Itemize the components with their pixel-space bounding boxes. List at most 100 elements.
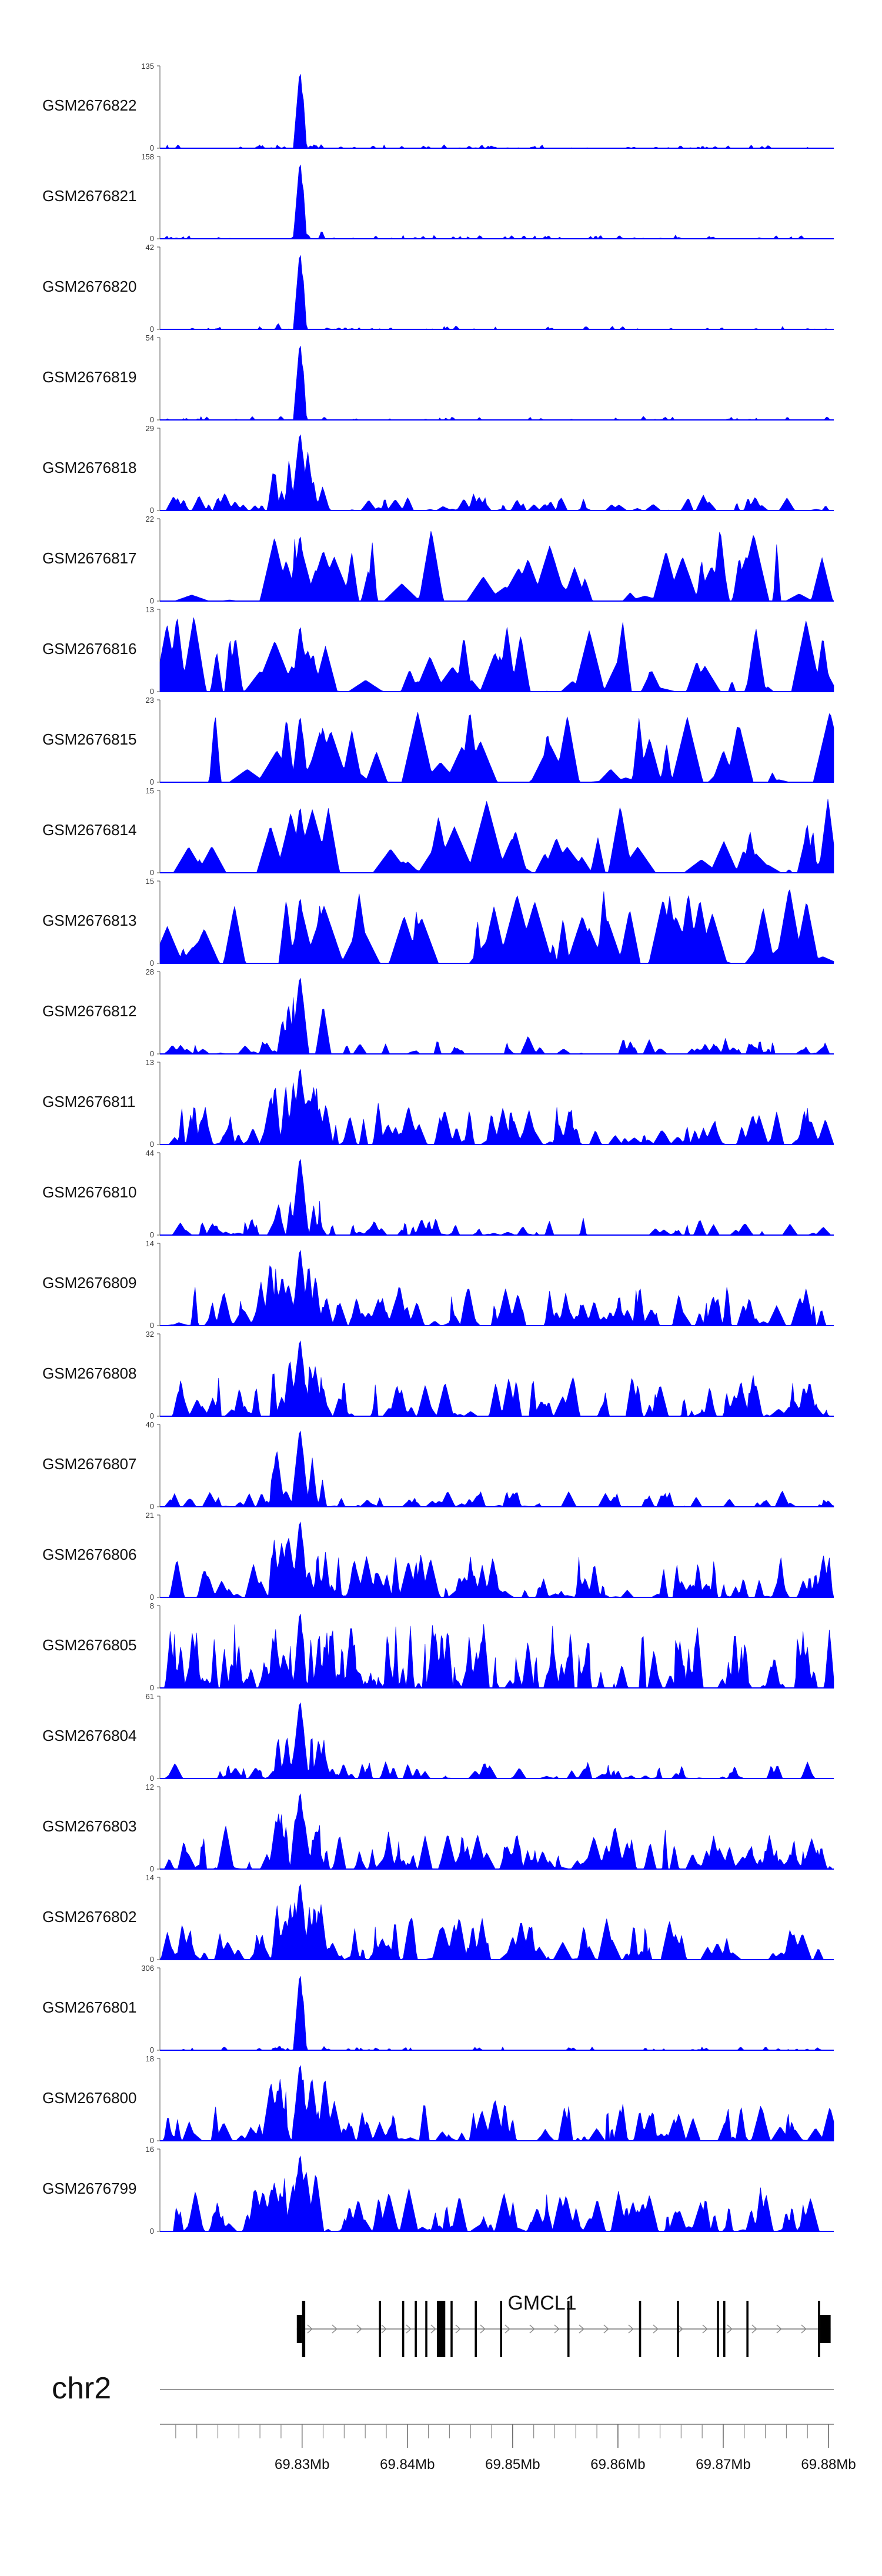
track-signal (160, 434, 834, 511)
gene-exon (717, 2301, 719, 2357)
gene-exon (450, 2301, 453, 2357)
axis-tick-label: 69.84Mb (380, 2457, 435, 2472)
track-GSM2676803: GSM2676803 12 0 (42, 1783, 834, 1873)
track-GSM2676806: GSM2676806 21 0 (42, 1511, 834, 1601)
track-ymax-label: 32 (146, 1330, 154, 1339)
track-ymax-label: 21 (146, 1511, 154, 1520)
gene-exon (415, 2301, 417, 2357)
track-GSM2676808: GSM2676808 32 0 (42, 1330, 834, 1420)
track-ymin-label: 0 (150, 2227, 154, 2235)
track-label: GSM2676810 (42, 1183, 136, 1201)
track-ymin-label: 0 (150, 2136, 154, 2145)
track-ymax-label: 40 (146, 1420, 154, 1429)
strand-arrow-icon (579, 2324, 584, 2334)
track-ymax-label: 135 (141, 62, 154, 71)
track-label: GSM2676815 (42, 730, 136, 748)
axis-tick-label: 69.85Mb (485, 2457, 540, 2472)
track-ymax-label: 61 (146, 1692, 154, 1701)
track-ymin-label: 0 (150, 325, 154, 333)
strand-arrow-icon (776, 2324, 782, 2334)
track-ymin-label: 0 (150, 1412, 154, 1420)
axis-tick-label: 69.88Mb (801, 2457, 856, 2472)
track-ymax-label: 16 (146, 2145, 154, 2154)
chromosome-label: chr2 (52, 2371, 111, 2405)
axis-tick-label: 69.87Mb (696, 2457, 750, 2472)
track-signal (159, 617, 834, 692)
track-signal (160, 1340, 834, 1417)
track-label: GSM2676809 (42, 1274, 136, 1292)
gene-exon (820, 2315, 831, 2343)
track-label: GSM2676818 (42, 459, 136, 476)
track-ymax-label: 54 (146, 333, 154, 342)
track-label: GSM2676822 (42, 96, 136, 114)
track-label: GSM2676802 (42, 1908, 136, 1926)
track-ymin-label: 0 (150, 144, 154, 152)
track-GSM2676811: GSM2676811 13 0 (42, 1058, 834, 1149)
genome-axis: chr2 69.83Mb 69.84Mb 69.85Mb 69.86Mb 69.87Mb… (52, 2371, 856, 2472)
track-GSM2676819: GSM2676819 54 0 (42, 333, 834, 424)
track-signal (160, 2155, 834, 2232)
track-label: GSM2676801 (42, 1998, 136, 2016)
track-ymin-label: 0 (150, 1140, 154, 1149)
gene-exon (677, 2301, 679, 2357)
axis-tick-label: 69.86Mb (590, 2457, 645, 2472)
strand-arrow-icon (603, 2324, 609, 2334)
track-signal (160, 1069, 834, 1145)
strand-arrow-icon (332, 2324, 338, 2334)
gene-exon (818, 2301, 820, 2357)
track-signal (160, 531, 834, 602)
strand-arrow-icon (381, 2324, 387, 2334)
track-GSM2676807: GSM2676807 40 0 (42, 1420, 834, 1511)
track-ymin-label: 0 (150, 234, 154, 243)
strand-arrow-icon (702, 2324, 708, 2334)
track-GSM2676816: GSM2676816 13 0 (42, 605, 834, 696)
track-GSM2676799: GSM2676799 16 0 (42, 2145, 834, 2235)
strand-arrow-icon (751, 2324, 757, 2334)
track-ymin-label: 0 (150, 1321, 154, 1330)
gene-exon (436, 2301, 446, 2357)
strand-arrow-icon (430, 2324, 436, 2334)
track-GSM2676810: GSM2676810 44 0 (42, 1149, 834, 1239)
track-ymin-label: 0 (150, 596, 154, 605)
track-signal (160, 74, 834, 149)
track-ymax-label: 23 (146, 696, 154, 705)
gene-exon (639, 2301, 642, 2357)
track-ymin-label: 0 (150, 1502, 154, 1511)
track-GSM2676821: GSM2676821 158 0 (42, 152, 834, 243)
strand-arrow-icon (653, 2324, 659, 2334)
track-ymax-label: 44 (146, 1149, 154, 1157)
gene-exon (425, 2301, 427, 2357)
gene-exon (302, 2301, 306, 2357)
track-GSM2676812: GSM2676812 28 0 (42, 967, 834, 1058)
gene-name-label: GMCL1 (507, 2292, 576, 2314)
strand-arrow-icon (505, 2324, 510, 2334)
track-signal (160, 1430, 834, 1507)
track-label: GSM2676820 (42, 278, 136, 295)
signal-tracks: GSM26768221350GSM26768211580GSM267682042… (42, 62, 834, 2235)
track-ymax-label: 22 (146, 515, 154, 523)
track-signal (159, 1614, 834, 1689)
track-label: GSM2676805 (42, 1636, 136, 1654)
track-ymin-label: 0 (150, 1864, 154, 1873)
gene-exon (475, 2301, 477, 2357)
track-ymax-label: 12 (146, 1783, 154, 1791)
strand-arrow-icon (677, 2324, 683, 2334)
gene-exon (723, 2301, 726, 2357)
track-ymax-label: 14 (146, 1873, 154, 1882)
track-label: GSM2676811 (42, 1093, 136, 1110)
track-signal (160, 1159, 834, 1236)
track-GSM2676813: GSM2676813 15 0 (42, 877, 834, 967)
track-ymax-label: 13 (146, 1058, 154, 1067)
track-signal (160, 255, 834, 330)
track-ymin-label: 0 (150, 959, 154, 967)
track-ymax-label: 158 (141, 152, 154, 161)
track-label: GSM2676800 (42, 2089, 136, 2107)
strand-arrow-icon (554, 2324, 560, 2334)
strand-arrow-icon (801, 2324, 807, 2334)
track-signal (160, 712, 834, 783)
gene-exon (296, 2315, 302, 2343)
track-signal (160, 1521, 834, 1598)
track-GSM2676822: GSM2676822 135 0 (42, 62, 834, 152)
track-ymin-label: 0 (150, 1955, 154, 1964)
track-signal (160, 1976, 834, 2051)
